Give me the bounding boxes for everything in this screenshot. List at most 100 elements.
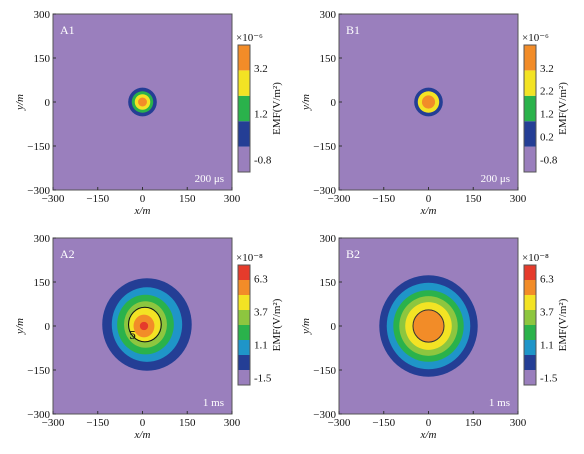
x-tick-label: −150 xyxy=(86,193,109,205)
colorbar-unit-label: EMF(V/m²) xyxy=(271,298,283,351)
colorbar-segment xyxy=(524,325,536,340)
contour-line-label: 5 xyxy=(129,329,136,342)
x-tick-label: 300 xyxy=(510,417,527,429)
colorbar-segment xyxy=(524,146,536,172)
y-axis-label: y/m xyxy=(14,94,26,111)
y-tick-label: 150 xyxy=(320,53,337,65)
colorbar-segment xyxy=(238,355,250,370)
colorbar-tick-label: 1.2 xyxy=(540,109,554,121)
contour-level-6 xyxy=(412,309,445,343)
colorbar-exponent: ×10⁻⁸ xyxy=(522,252,549,264)
colorbar-unit-label: EMF(V/m²) xyxy=(557,298,569,351)
y-tick-label: 150 xyxy=(34,277,51,289)
colorbar-tick-label: -0.8 xyxy=(540,154,558,166)
colorbar-frame xyxy=(523,264,537,386)
colorbar-segment xyxy=(524,355,536,370)
panel-a1: A1 200 μs −300 −150 0 150 300 300 150 0 −150 −300 x/… xyxy=(14,9,283,217)
panel-b2: B2 1 ms −300 −150 0 150 300 300 150 0 −150 −300 x/m y… xyxy=(300,233,569,441)
x-tick-label: 300 xyxy=(224,417,241,429)
colorbar-segment xyxy=(524,280,536,295)
x-tick-label: −300 xyxy=(328,193,351,205)
colorbar-segment xyxy=(524,70,536,96)
y-tick-label: −150 xyxy=(27,141,50,153)
panel-label: A2 xyxy=(60,247,75,261)
y-tick-label: −150 xyxy=(313,365,336,377)
colorbar-segment xyxy=(238,325,250,340)
panel-label: B2 xyxy=(346,247,360,261)
x-axis-label: x/m xyxy=(420,205,437,217)
x-tick-label: −150 xyxy=(372,417,395,429)
y-tick-label: −300 xyxy=(313,185,336,197)
colorbar-tick-label: -0.8 xyxy=(254,154,272,166)
colorbar-segment xyxy=(238,340,250,355)
x-tick-label: 300 xyxy=(224,193,241,205)
x-tick-label: −300 xyxy=(42,417,65,429)
colorbar-unit-label: EMF(V/m²) xyxy=(557,82,569,135)
y-axis-label: y/m xyxy=(300,94,312,111)
y-tick-label: −300 xyxy=(27,185,50,197)
y-tick-label: 0 xyxy=(331,321,337,333)
x-axis-label: x/m xyxy=(134,205,151,217)
time-label: 1 ms xyxy=(203,397,224,409)
colorbar-tick-label: 6.3 xyxy=(254,274,268,286)
colorbar-tick-label: 1.1 xyxy=(254,340,268,352)
colorbar-segment xyxy=(238,295,250,310)
x-tick-label: 150 xyxy=(465,417,482,429)
y-tick-label: 300 xyxy=(320,9,337,21)
time-label: 1 ms xyxy=(489,397,510,409)
colorbar-unit-label: EMF(V/m²) xyxy=(271,82,283,135)
y-axis-label: y/m xyxy=(300,318,312,335)
colorbar-tick-label: 3.2 xyxy=(540,63,554,75)
y-tick-label: 300 xyxy=(34,233,51,245)
colorbar-segment xyxy=(238,265,250,280)
y-tick-label: 300 xyxy=(34,9,51,21)
colorbar-tick-label: 3.2 xyxy=(254,63,268,75)
x-tick-label: 0 xyxy=(140,417,146,429)
x-tick-label: 0 xyxy=(426,417,432,429)
x-tick-label: 300 xyxy=(510,193,527,205)
contour-line xyxy=(412,309,445,343)
colorbar-segment xyxy=(238,146,250,172)
time-label: 200 μs xyxy=(481,173,510,185)
colorbar-tick-label: 3.7 xyxy=(254,307,268,319)
y-tick-label: 0 xyxy=(45,97,51,109)
colorbar-segment xyxy=(524,370,536,385)
x-tick-label: −300 xyxy=(42,193,65,205)
colorbar-segment xyxy=(238,121,250,147)
contour-level-3 xyxy=(421,95,436,109)
colorbar-tick-label: -1.5 xyxy=(540,373,558,385)
colorbar-frame xyxy=(237,264,251,386)
time-label: 200 μs xyxy=(195,173,224,185)
contour-level-7 xyxy=(139,321,149,331)
y-tick-label: −300 xyxy=(313,409,336,421)
panel-b1: B1 200 μs −300 −150 0 150 300 300 150 0 −150 −300 x/… xyxy=(300,9,569,217)
x-axis-label: x/m xyxy=(420,429,437,441)
colorbar-frame xyxy=(523,44,537,173)
x-tick-label: 150 xyxy=(465,193,482,205)
colorbar-segment xyxy=(238,370,250,385)
x-tick-label: −150 xyxy=(372,193,395,205)
colorbar-segment xyxy=(524,310,536,325)
y-tick-label: 300 xyxy=(320,233,337,245)
colorbar-tick-label: 1.2 xyxy=(254,109,268,121)
colorbar-frame xyxy=(237,44,251,173)
panel-label: B1 xyxy=(346,23,360,37)
colorbar-exponent: ×10⁻⁶ xyxy=(236,32,263,44)
colorbar-tick-label: 2.2 xyxy=(540,86,554,98)
y-tick-label: 150 xyxy=(320,277,337,289)
colorbar-segment xyxy=(524,340,536,355)
y-tick-label: −150 xyxy=(313,141,336,153)
colorbar-tick-label: 1.1 xyxy=(540,340,554,352)
y-tick-label: 150 xyxy=(34,53,51,65)
panel-label: A1 xyxy=(60,23,75,37)
colorbar-segment xyxy=(238,95,250,122)
colorbar-segment xyxy=(238,45,250,71)
x-axis-label: x/m xyxy=(134,429,151,441)
panel-a2: 5 A2 1 ms −300 −150 0 150 300 300 150 0 −150 −300 x/m… xyxy=(14,233,283,441)
contour-line xyxy=(127,306,162,343)
x-tick-label: 0 xyxy=(140,193,146,205)
colorbar-segment xyxy=(238,310,250,325)
y-tick-label: −300 xyxy=(27,409,50,421)
colorbar-segment xyxy=(524,45,536,71)
